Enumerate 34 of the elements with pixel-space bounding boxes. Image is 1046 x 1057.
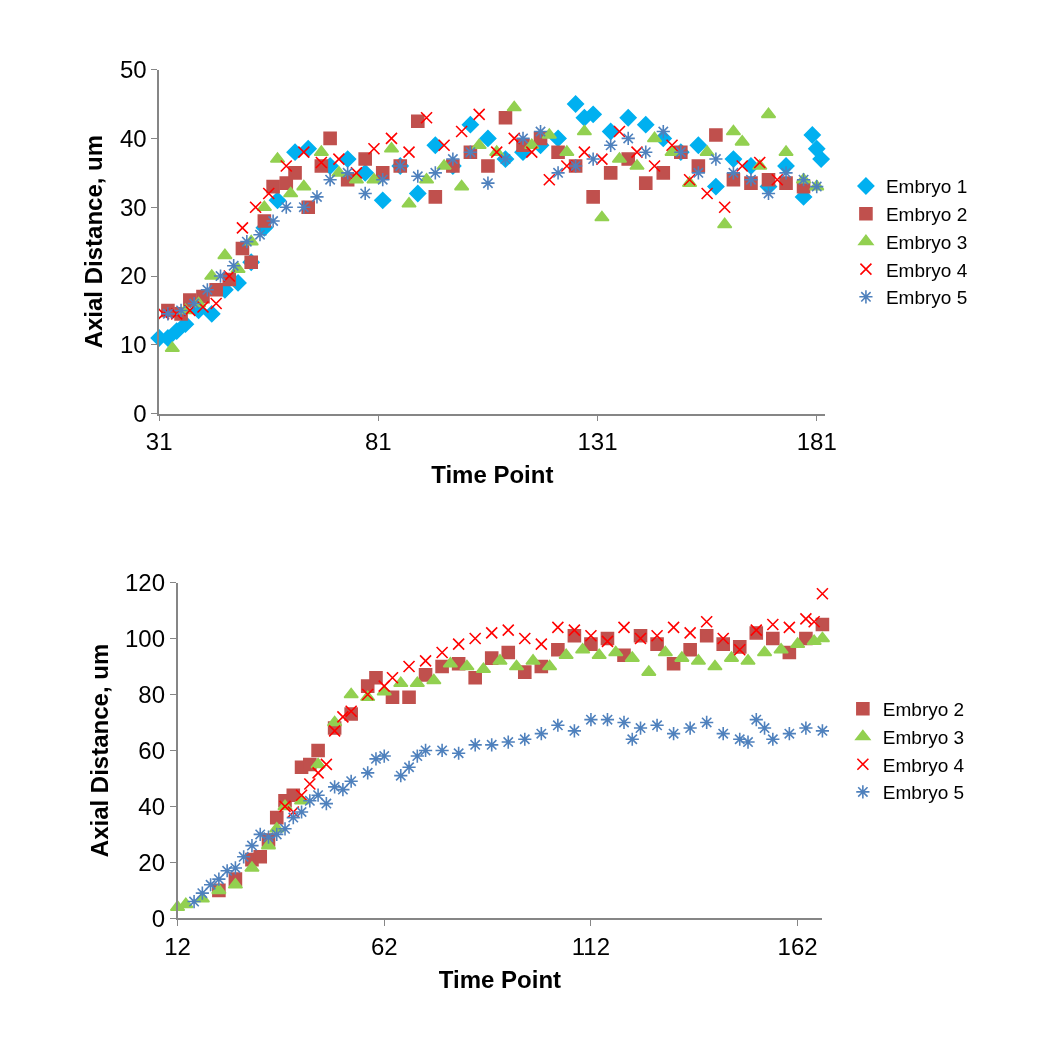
x-tick-label: 181 bbox=[796, 428, 837, 456]
legend-label: Embryo 5 bbox=[885, 287, 968, 309]
y-tick-label: 20 bbox=[138, 848, 165, 876]
x-tick-label: 162 bbox=[777, 932, 818, 960]
x-tick-label: 31 bbox=[145, 428, 173, 456]
y-tick-label: 120 bbox=[124, 568, 165, 596]
legend-label: Embryo 4 bbox=[885, 259, 968, 281]
x-tick-label: 81 bbox=[364, 428, 392, 456]
y-tick-label: 0 bbox=[151, 904, 165, 932]
x-tick-label: 12 bbox=[164, 932, 191, 960]
y-tick-label: 50 bbox=[119, 56, 147, 84]
x-tick-label: 131 bbox=[577, 428, 618, 456]
y-axis-title: Axial Distance, um bbox=[80, 134, 108, 349]
y-tick-label: 40 bbox=[119, 124, 147, 152]
x-tick-label: 62 bbox=[370, 932, 398, 960]
y-tick-label: 20 bbox=[119, 262, 147, 290]
x-axis-title: Time Point bbox=[431, 460, 554, 488]
legend-label: Embryo 1 bbox=[885, 176, 968, 198]
y-axis-title: Axial Distance, um bbox=[85, 643, 113, 858]
legend-label: Embryo 2 bbox=[885, 204, 968, 226]
y-tick-label: 0 bbox=[133, 400, 147, 428]
y-tick-label: 80 bbox=[138, 680, 165, 708]
legend-label: Embryo 3 bbox=[885, 231, 968, 253]
legend-label: Embryo 3 bbox=[882, 726, 965, 748]
legend-label: Embryo 5 bbox=[882, 782, 965, 804]
x-axis-title: Time Point bbox=[438, 965, 562, 993]
y-tick-label: 30 bbox=[119, 193, 147, 221]
x-tick-label: 112 bbox=[571, 932, 611, 960]
y-tick-label: 100 bbox=[124, 624, 165, 652]
y-tick-label: 40 bbox=[138, 792, 165, 820]
y-tick-label: 10 bbox=[119, 331, 147, 359]
y-tick-label: 60 bbox=[138, 736, 165, 764]
legend-label: Embryo 2 bbox=[882, 699, 965, 721]
legend-label: Embryo 4 bbox=[882, 754, 965, 776]
